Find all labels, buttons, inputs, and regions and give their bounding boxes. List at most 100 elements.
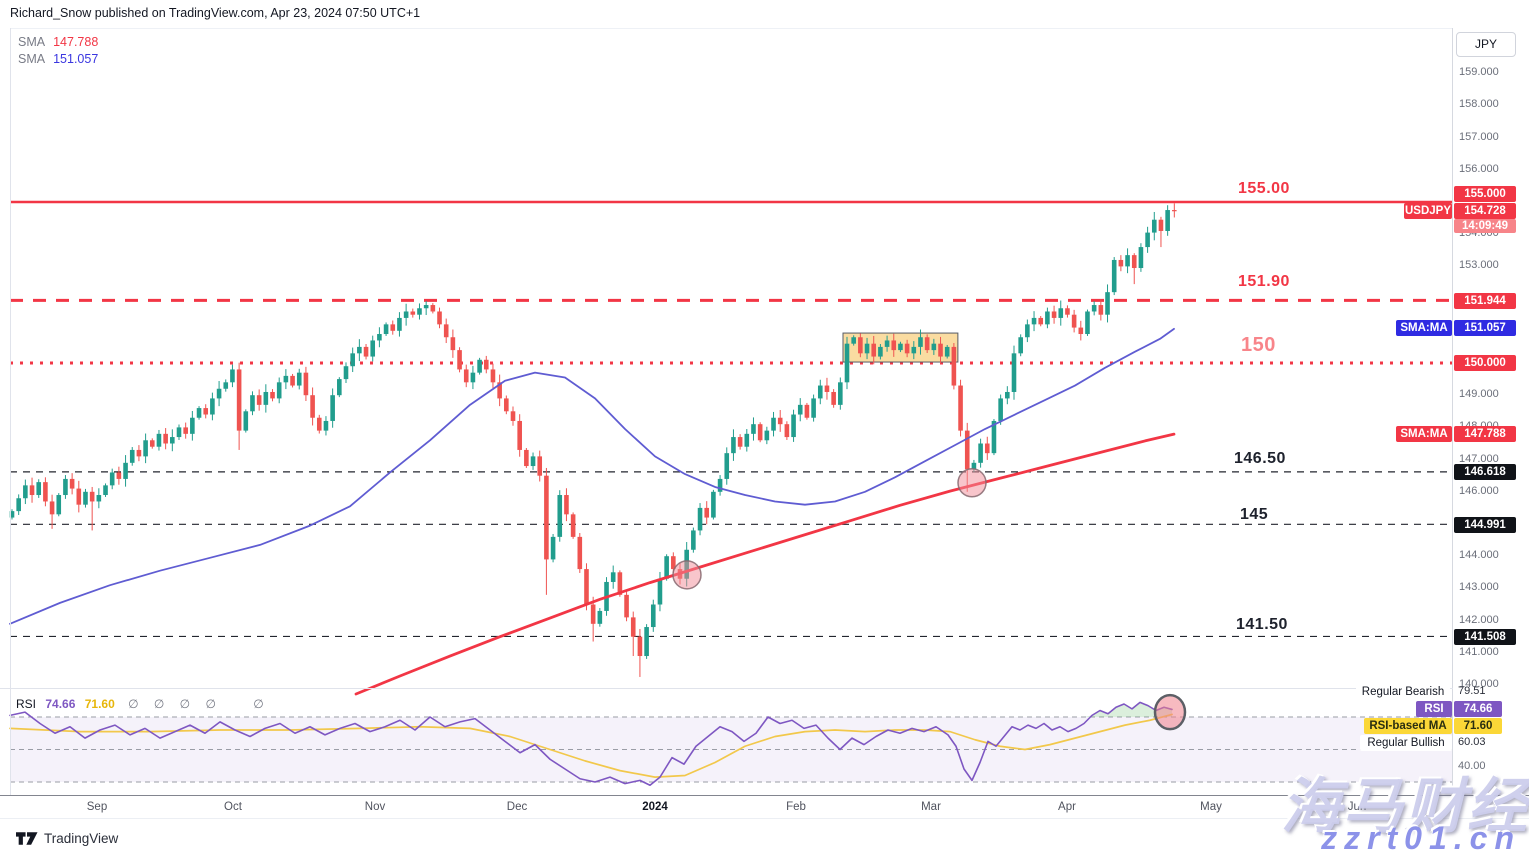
sma-blue-price-label: 151.057	[1454, 320, 1516, 336]
time-axis-label: Sep	[86, 801, 108, 813]
price-axis[interactable]: JPY 159.000 158.000 157.000 156.000 154.000 1…	[1453, 28, 1529, 795]
candle-body	[363, 346, 369, 357]
rsi-based-ma-tag: RSI-based MA	[1364, 718, 1452, 734]
candle-body	[797, 404, 803, 415]
candle-body	[724, 453, 730, 479]
rsi-legend[interactable]: RSI 74.66 71.60 ∅ ∅ ∅ ∅ ∅	[16, 697, 264, 711]
candle-body	[524, 449, 529, 467]
price-tick-label: 147.000	[1459, 452, 1499, 465]
rsi-peak-value: 79.51	[1458, 685, 1486, 697]
candle-body	[276, 382, 282, 399]
candle-body	[831, 391, 836, 405]
candle-body	[991, 420, 997, 454]
price-tick-label: 156.000	[1459, 162, 1499, 175]
candle-body	[410, 311, 416, 315]
rsi-pane-separator[interactable]	[0, 688, 1529, 689]
time-axis-label: Mar	[921, 801, 941, 813]
price-label-144991: 144.991	[1454, 517, 1516, 533]
candle-body	[1065, 308, 1070, 315]
rsi-bullish-value: 60.03	[1458, 736, 1486, 748]
candle-body	[149, 440, 155, 447]
candle-body	[898, 343, 903, 351]
candle-body	[931, 343, 937, 351]
candle-body	[704, 507, 710, 518]
candle-body	[109, 472, 115, 486]
candle-body	[971, 462, 977, 470]
candle-body	[83, 491, 88, 505]
currency-toggle-button[interactable]: JPY	[1456, 32, 1516, 57]
tradingview-logo-icon	[16, 832, 38, 845]
candle-body	[170, 437, 175, 444]
price-tick-label: 143.000	[1459, 581, 1499, 594]
candle-body	[223, 382, 229, 389]
candle-body	[530, 456, 536, 467]
candle-body	[303, 372, 309, 396]
candle-body	[938, 343, 943, 357]
candle-body	[711, 491, 716, 518]
time-axis[interactable]: Sep Oct Nov Dec 2024 Feb Mar Apr May Jun	[0, 796, 1529, 818]
price-tick-label: 158.000	[1459, 98, 1499, 111]
candle-body	[457, 350, 462, 370]
candle-body	[350, 353, 355, 367]
candle-body	[944, 346, 950, 357]
candle-body	[564, 495, 569, 515]
candle-body	[43, 482, 48, 502]
candle-body	[1098, 305, 1104, 315]
candle-body	[817, 385, 823, 399]
candle-body	[731, 437, 736, 454]
sma-legend-label: SMA	[18, 52, 46, 66]
candle-body	[891, 340, 897, 351]
candle-body	[1071, 314, 1077, 328]
candle-body	[1172, 210, 1177, 212]
candle-body	[29, 485, 35, 496]
candle-body	[243, 411, 249, 431]
candle-body	[270, 391, 275, 399]
candle-body	[283, 375, 289, 383]
candle-body	[1025, 324, 1030, 338]
candle-body	[123, 462, 128, 479]
candle-body	[437, 311, 442, 325]
sma-red-tag: SMA:MA	[1396, 426, 1452, 442]
rsi-legend-value: 74.66	[45, 697, 76, 711]
candle-body	[136, 449, 142, 457]
tradingview-brand[interactable]: TradingView	[16, 831, 118, 846]
level-annotation-146-50: 146.50	[1234, 450, 1286, 467]
symbol-tag: USDJPY	[1404, 203, 1452, 219]
pane-top-border	[10, 28, 1452, 29]
candle-body	[617, 572, 623, 595]
candle-body	[1091, 305, 1097, 312]
candle-body	[851, 337, 856, 344]
time-axis-label: Apr	[1058, 801, 1076, 813]
candle-body	[744, 433, 750, 447]
candle-body	[510, 411, 516, 421]
candle-body	[1125, 255, 1130, 267]
price-tick-label: 142.000	[1459, 613, 1499, 626]
price-label-141508: 141.508	[1454, 629, 1516, 645]
price-tick-label: 149.000	[1459, 388, 1499, 401]
price-label-150000: 150.000	[1454, 355, 1516, 371]
candle-body	[1085, 311, 1090, 335]
candle-body	[1058, 308, 1064, 318]
candle-body	[544, 475, 549, 560]
candle-body	[590, 604, 596, 624]
countdown-label: 14:09:49	[1454, 219, 1516, 233]
candle-body	[156, 433, 162, 447]
candle-body	[838, 382, 843, 405]
price-tick-label: 141.000	[1459, 645, 1499, 658]
candle-body	[330, 395, 335, 421]
rsi-value-label: 74.66	[1454, 701, 1502, 717]
candle-body	[290, 375, 295, 386]
level-annotation-155: 155.00	[1238, 180, 1290, 197]
candle-body	[584, 569, 589, 605]
candle-body	[190, 417, 195, 434]
sma-legend-blue[interactable]: SMA 151.057	[18, 52, 98, 66]
candle-body	[824, 385, 830, 392]
sma-legend-red[interactable]: SMA 147.788	[18, 35, 98, 49]
time-axis-label: 2024	[642, 801, 668, 813]
candle-body	[216, 388, 222, 399]
candle-body	[256, 395, 262, 405]
candle-body	[296, 372, 302, 386]
candle-body	[1131, 255, 1137, 269]
candle-body	[791, 414, 796, 438]
